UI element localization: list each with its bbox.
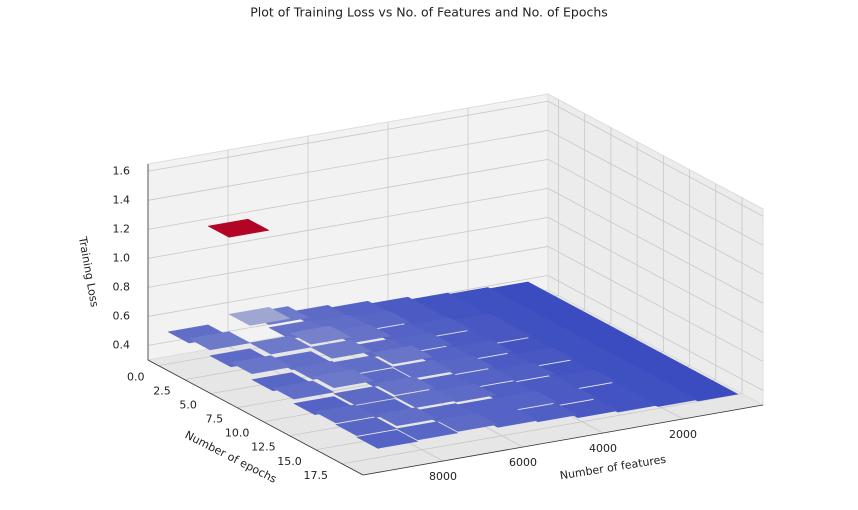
surface-tile <box>249 335 312 355</box>
z-tick-label: 1.4 <box>113 193 131 206</box>
y-tick-label: 2.5 <box>153 385 171 398</box>
grid-line <box>147 158 549 230</box>
chart-title: Plot of Training Loss vs No. of Features… <box>250 5 608 20</box>
z-tick-label: 1.2 <box>113 222 131 235</box>
surface-tile <box>289 325 352 345</box>
grid-line <box>547 217 764 333</box>
grid-line <box>547 100 764 217</box>
surface-tile <box>310 339 373 359</box>
grid-line <box>547 188 764 304</box>
z-tick-label: 0.4 <box>113 338 131 351</box>
x-tick-label: 4000 <box>589 442 617 455</box>
z-tick-label: 0.8 <box>113 280 131 293</box>
surface-tile <box>312 369 375 389</box>
surface-tile <box>356 429 419 449</box>
z-tick-label: 0.6 <box>113 309 131 322</box>
grid-line <box>547 246 764 362</box>
axis-line <box>147 359 364 476</box>
x-axis-label: Number of features <box>559 453 667 483</box>
surface-tile <box>230 355 293 375</box>
grid-line <box>147 100 549 172</box>
z-tick-label: 1.0 <box>113 251 131 264</box>
grid-line <box>147 129 549 201</box>
y-tick-label: 15.0 <box>277 455 302 468</box>
surface-tile <box>272 380 335 400</box>
x-tick-label: 6000 <box>509 456 537 469</box>
surface-tile <box>188 331 251 351</box>
y-tick-label: 0.0 <box>127 371 145 384</box>
y-tick-label: 5.0 <box>179 399 197 412</box>
surface-tile <box>436 412 499 432</box>
surface-tile <box>371 345 434 365</box>
grid-line <box>547 129 764 246</box>
axis-line <box>362 404 764 476</box>
grid-line <box>547 275 764 391</box>
y-tick-label: 7.5 <box>206 413 224 426</box>
x-tick-label: 2000 <box>669 428 697 441</box>
surface-tile <box>375 407 438 427</box>
surface-tile <box>207 218 270 238</box>
grid-line <box>147 246 549 317</box>
surface-tile <box>396 421 459 441</box>
grid-line <box>147 187 549 259</box>
y-tick-label: 10.0 <box>225 427 250 440</box>
grid-line <box>547 158 764 275</box>
surface-tile <box>314 404 377 424</box>
y-tick-label: 17.5 <box>304 469 329 482</box>
surface-tile <box>373 376 436 396</box>
z-tick-label: 1.6 <box>113 164 131 177</box>
grid-line <box>147 217 549 288</box>
surface-tile <box>335 417 398 436</box>
grid-line <box>341 393 743 465</box>
z-axis-label: Training Loss <box>76 235 101 308</box>
y-tick-label: 12.5 <box>251 441 276 454</box>
surface-tile <box>228 306 291 326</box>
x-tick-label: 8000 <box>429 470 457 483</box>
